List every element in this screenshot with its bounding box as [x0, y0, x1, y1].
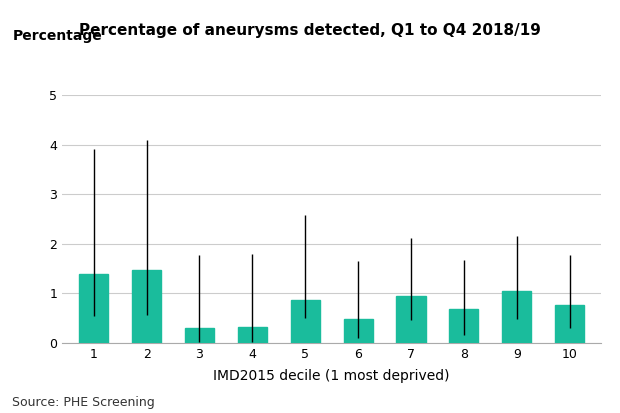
Bar — [238, 327, 267, 343]
Bar — [291, 300, 320, 343]
Bar — [450, 309, 479, 343]
Bar — [185, 328, 214, 343]
X-axis label: IMD2015 decile (1 most deprived): IMD2015 decile (1 most deprived) — [213, 369, 450, 383]
Text: Source: PHE Screening: Source: PHE Screening — [12, 396, 155, 409]
Bar — [132, 270, 161, 343]
Text: Percentage: Percentage — [12, 29, 102, 43]
Bar — [502, 291, 531, 343]
Bar — [555, 305, 584, 343]
Bar — [396, 296, 425, 343]
Bar — [79, 274, 108, 343]
Text: Percentage of aneurysms detected, Q1 to Q4 2018/19: Percentage of aneurysms detected, Q1 to … — [79, 23, 541, 38]
Bar — [343, 320, 373, 343]
